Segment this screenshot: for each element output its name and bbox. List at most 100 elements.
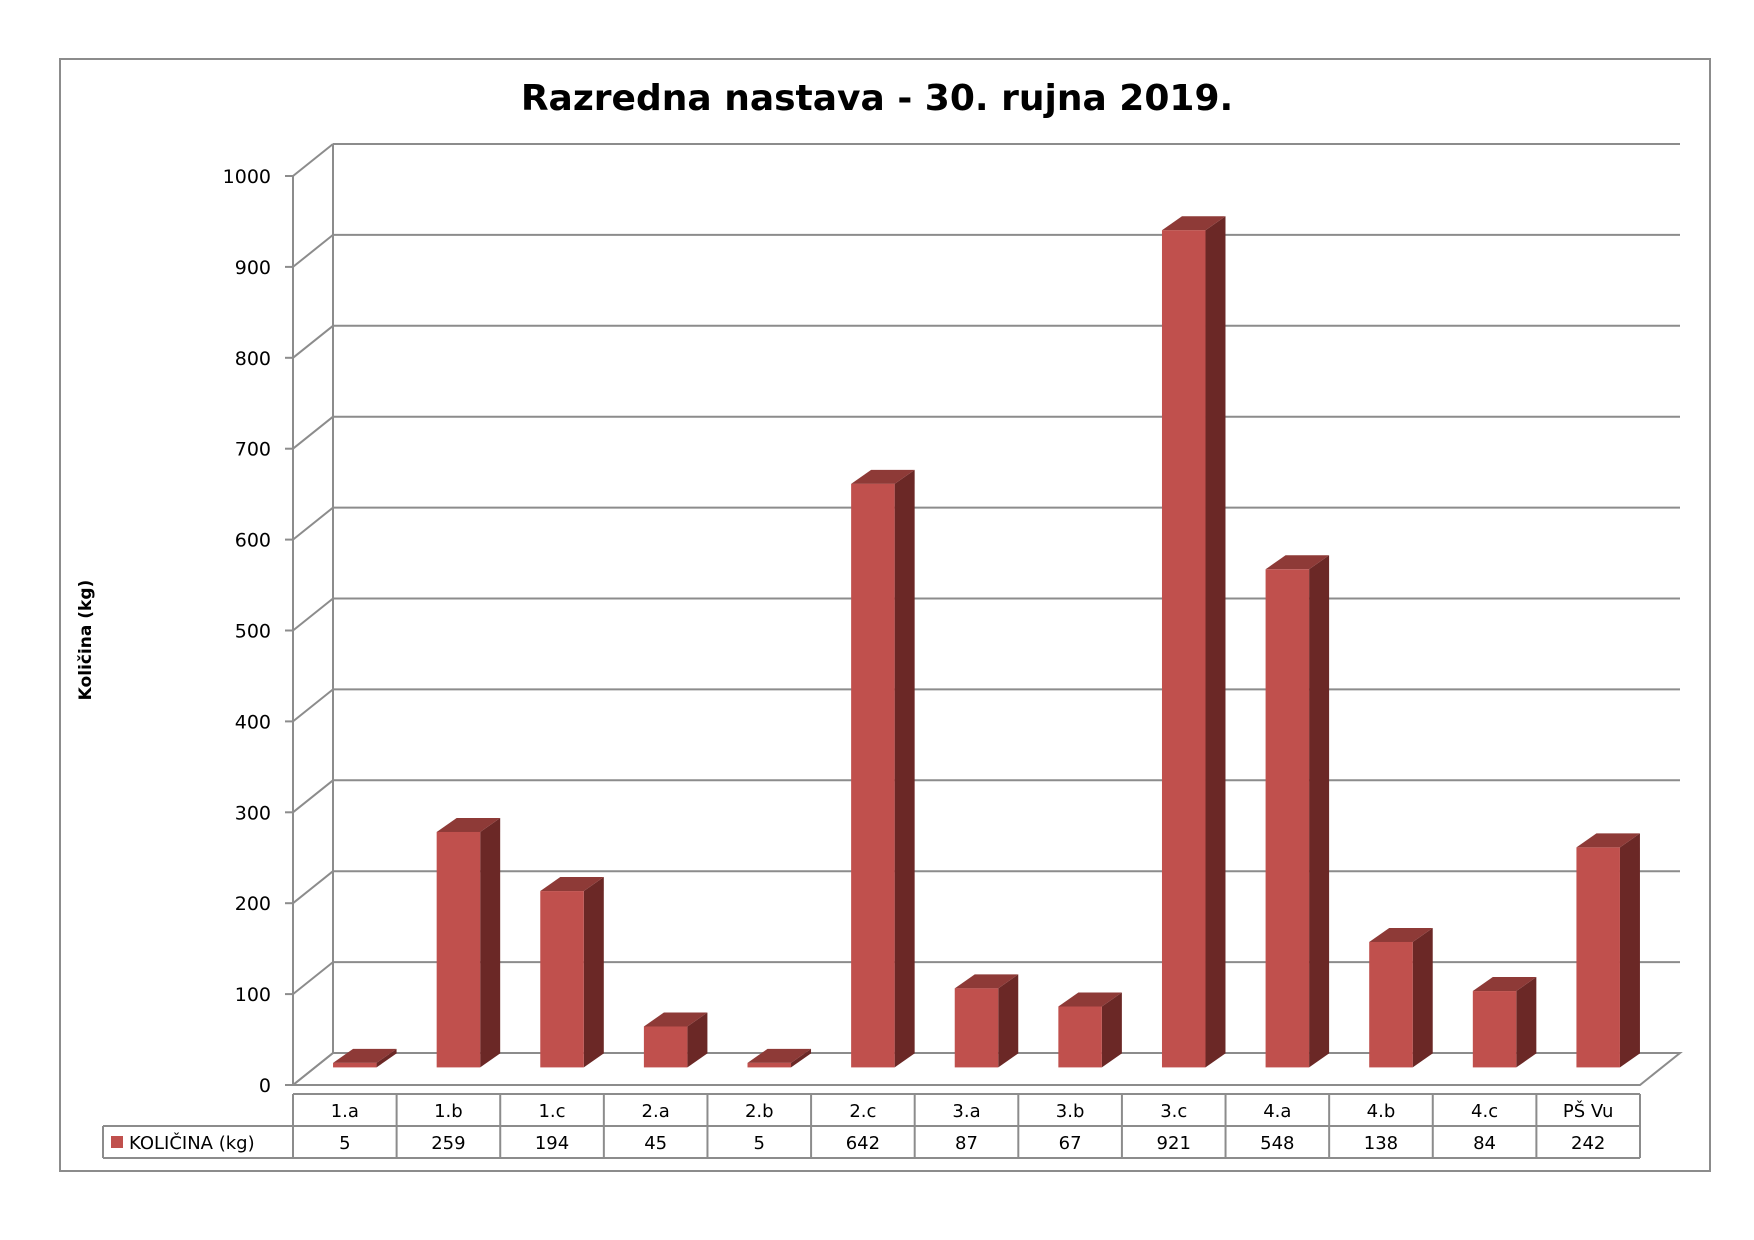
bar-front [540,891,584,1068]
bar-top [643,1012,708,1027]
value-label: 642 [846,1133,880,1154]
value-label: 84 [1473,1133,1496,1154]
bar-2.a [643,1012,708,1068]
bar-4.c [1472,977,1537,1068]
bar-side [1412,927,1433,1068]
bar-front [954,988,999,1068]
bar-top [1369,927,1433,942]
bar-front [1161,230,1206,1068]
chart-title: Razredna nastava - 30. rujna 2019. [520,78,1234,119]
y-tick-label: 0 [259,1075,271,1097]
value-label: 921 [1157,1133,1191,1154]
y-tick-label: 500 [235,621,271,643]
value-label: 67 [1059,1133,1082,1154]
bar-side [1516,977,1537,1068]
side-gridline [292,506,334,541]
category-label: 4.b [1367,1101,1396,1122]
bar-side [583,877,604,1068]
y-tick-label: 300 [235,802,271,824]
bar-top [436,817,501,832]
bar-front [1058,1006,1102,1068]
bar-side [791,1048,812,1068]
bar-front [333,1062,377,1068]
bar-top [747,1048,812,1063]
bar-front [1369,941,1413,1068]
category-label: 4.c [1471,1101,1498,1122]
bar-top [1472,977,1537,992]
bar-2.c [851,469,915,1068]
bar-4.b [1369,927,1433,1068]
bar-side [998,974,1019,1068]
category-label: 2.a [642,1101,670,1122]
bar-top [1576,833,1640,848]
bar-top [1265,555,1330,570]
y-tick-label: 700 [235,439,271,461]
bar-side [687,1012,708,1068]
y-tick-label: 900 [235,257,271,279]
value-label: 259 [431,1133,465,1154]
bar-front [1472,991,1517,1068]
side-gridline [292,234,334,268]
bar-3.c [1161,216,1226,1068]
bar-front [436,831,481,1068]
category-label: 3.b [1056,1101,1085,1122]
side-gridline [292,961,334,995]
bar-1.c [540,877,604,1068]
side-gridline [292,779,334,814]
category-label: 1.b [434,1101,463,1122]
bar-front [851,483,895,1068]
bar-2.b [747,1048,812,1068]
bar-side [480,817,501,1068]
bar-side [894,469,915,1068]
value-label: 87 [955,1133,978,1154]
category-label: 4.a [1263,1101,1291,1122]
bars [333,216,1640,1068]
bar-side [376,1048,397,1068]
category-label: 3.a [952,1101,980,1122]
value-label: 548 [1260,1133,1294,1154]
value-label: 45 [644,1133,667,1154]
category-label: 1.c [538,1101,565,1122]
y-tick-label: 100 [235,984,271,1006]
y-tick-label: 600 [235,530,271,552]
bar-side [1309,555,1330,1068]
floor [290,1052,1683,1086]
data-table: KOLIČINA (kg) 1.a 5 1.b 259 1.c 194 2.a 45 2.b 5 2.… [102,1093,1641,1159]
category-label: 3.c [1160,1101,1187,1122]
grid-layer [285,143,1683,1086]
bar-top [1161,216,1226,231]
bar-3.a [954,974,1019,1068]
bar-top [954,974,1019,989]
side-gridline [292,597,334,632]
side-gridline [292,870,334,904]
y-tick-label: 400 [235,711,271,733]
bar-front [747,1062,792,1068]
bar-top [851,469,915,484]
category-label: 2.b [745,1101,774,1122]
side-gridline [292,415,334,450]
bar-PŠ Vu [1576,833,1640,1068]
legend-swatch [111,1136,123,1148]
bar-front [1265,569,1310,1068]
value-label: 242 [1571,1133,1605,1154]
category-label: PŠ Vu [1563,1100,1614,1122]
bar-1.b [436,817,501,1068]
bar-top [1058,992,1122,1007]
bar-top [333,1048,397,1063]
side-gridline [292,688,334,723]
value-label: 5 [339,1133,350,1154]
y-tick-label: 200 [235,893,271,915]
bar-side [1619,833,1640,1068]
legend-series-label: KOLIČINA (kg) [129,1132,255,1154]
bar-1.a [333,1048,397,1068]
y-tick-labels: 0 100 200 300 400 500 600 700 800 900 1000 [223,166,271,1097]
bar-4.a [1265,555,1330,1068]
bar-side [1205,216,1226,1068]
bar-front [643,1026,688,1068]
bar-side [1101,992,1122,1068]
bar-top [540,877,604,892]
value-label: 194 [535,1133,569,1154]
category-label: 2.c [849,1101,876,1122]
side-gridline [292,325,334,359]
